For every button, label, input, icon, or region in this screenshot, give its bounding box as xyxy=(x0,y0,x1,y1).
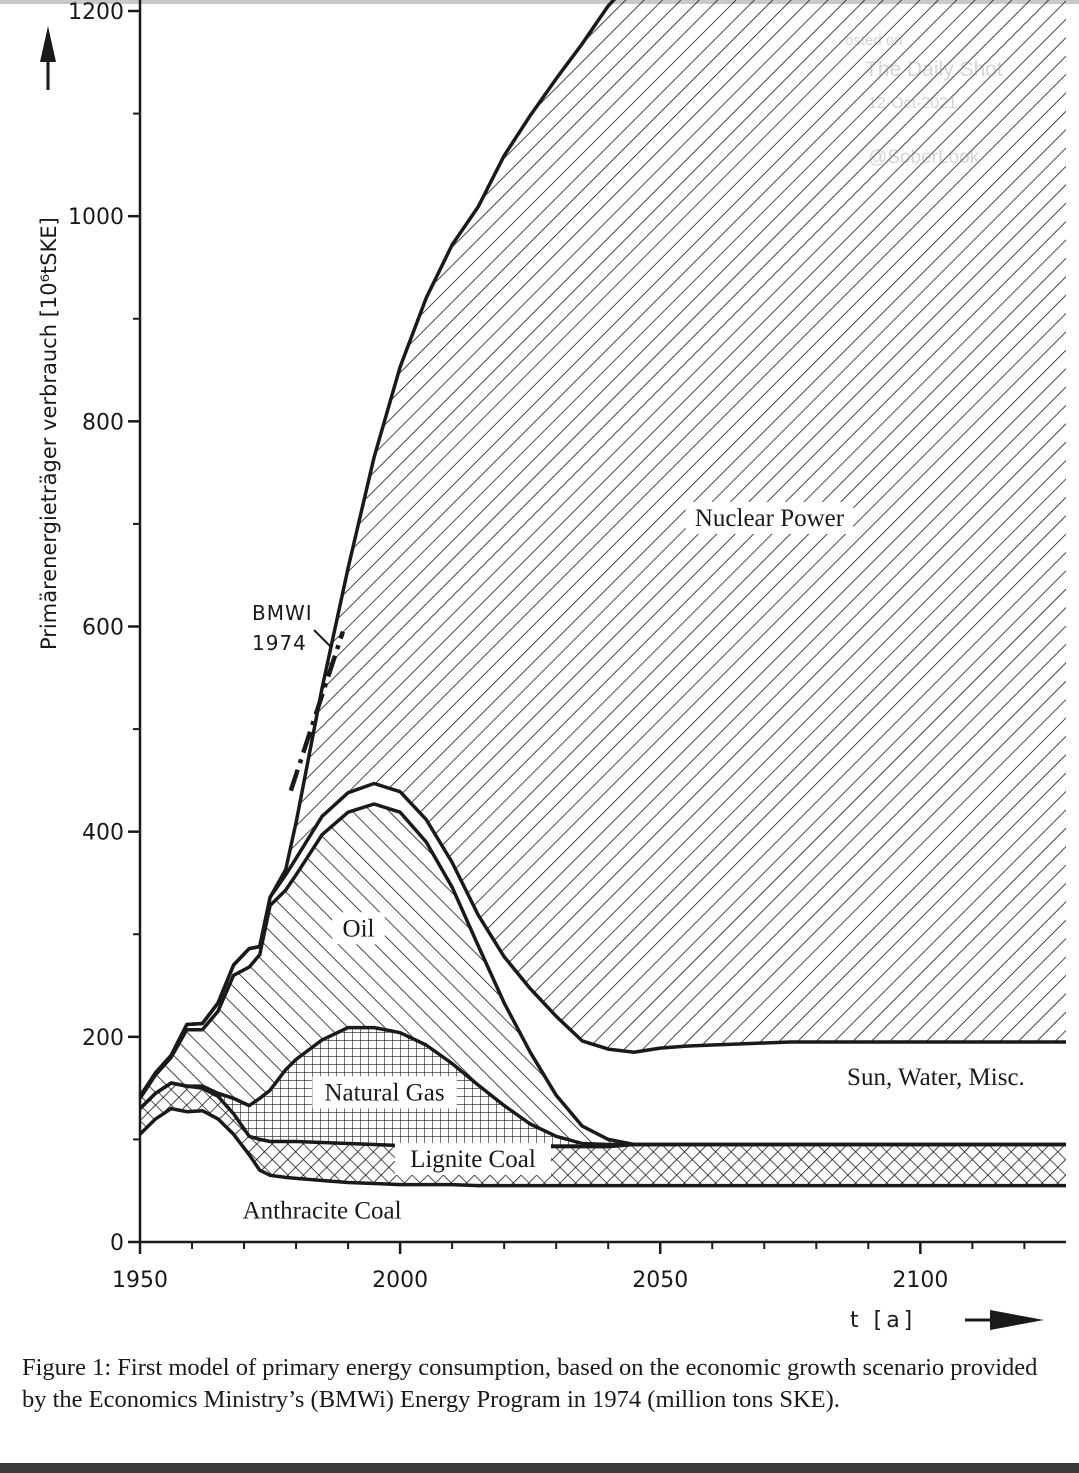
y-tick-label: 400 xyxy=(82,821,124,846)
area-sun-water-misc xyxy=(140,783,1066,1145)
label-backing-sun-water-misc xyxy=(829,1060,1043,1093)
watermark-line-3: 12-Oct-2021 xyxy=(868,95,957,112)
watermark: osted on The Daily Shot 12-Oct-2021 @Sob… xyxy=(845,32,1003,168)
y-tick-label: 1000 xyxy=(68,205,124,230)
region-label-nuclear-power: Nuclear Power xyxy=(695,505,845,532)
x-axis-label: t [a] xyxy=(850,1308,916,1333)
y-tick-label: 0 xyxy=(110,1231,124,1256)
bmwi-annotation: BMWI 1974 xyxy=(252,601,346,792)
bmwi-leader-line xyxy=(313,629,333,649)
x-axis-title-group: t [a] xyxy=(850,1308,1044,1333)
area-natural-gas xyxy=(140,1027,1066,1147)
x-tick-label: 1950 xyxy=(112,1268,168,1293)
y-tick-label: 200 xyxy=(82,1026,124,1051)
region-label-oil: Oil xyxy=(343,915,375,942)
region-labels: Anthracite Coal Lignite Coal Natural Gas Oi… xyxy=(226,501,1043,1227)
label-backing-lignite-coal xyxy=(394,1143,551,1176)
y-tick-label: 800 xyxy=(82,410,124,435)
watermark-line-4: @SoberLook xyxy=(868,147,980,168)
boundary-line-nuclear-power xyxy=(138,0,617,1098)
region-label-anthracite-coal: Anthracite Coal xyxy=(243,1197,402,1224)
x-tick-label: 2050 xyxy=(632,1268,688,1293)
area-nuclear-power xyxy=(140,0,1066,1097)
top-edge xyxy=(0,0,1079,4)
bmwi-projection-line xyxy=(288,630,346,792)
figure-caption: Figure 1: First model of primary energy … xyxy=(22,1354,1038,1413)
label-backing-natural-gas xyxy=(312,1076,457,1109)
boundary-line-anthracite-coal xyxy=(138,1106,1066,1188)
y-axis xyxy=(40,0,142,1242)
x-axis-arrowhead xyxy=(990,1310,1044,1330)
x-tick-label: 2100 xyxy=(892,1268,948,1293)
energy-chart: 0 200 400 600 800 1000 1200 1950 2000 2050 2100 P… xyxy=(37,0,1066,1333)
region-label-lignite-coal: Lignite Coal xyxy=(410,1146,536,1173)
bmwi-year: 1974 xyxy=(252,631,307,655)
x-tick-label: 2000 xyxy=(372,1268,428,1293)
y-axis-label: Primärenergieträger verbrauch [10⁶tSKE] xyxy=(37,217,61,650)
y-tick-label: 600 xyxy=(82,616,124,641)
region-label-natural-gas: Natural Gas xyxy=(324,1079,444,1106)
area-lignite-coal xyxy=(140,1083,1066,1186)
label-backing-nuclear-power xyxy=(685,501,854,534)
label-backing-oil xyxy=(332,912,385,945)
region-label-sun-water-misc: Sun, Water, Misc. xyxy=(847,1064,1025,1091)
watermark-line-1: osted on xyxy=(845,32,903,49)
boundary-line-oil xyxy=(138,802,1066,1147)
x-ticks: 1950 2000 2050 2100 xyxy=(112,1242,948,1293)
area-oil xyxy=(140,804,1066,1145)
y-ticks: 0 200 400 600 800 1000 1200 xyxy=(68,0,140,1256)
bmwi-label: BMWI xyxy=(252,601,313,625)
bottom-edge xyxy=(0,1463,1079,1473)
minor-ticks xyxy=(133,112,1026,1249)
watermark-line-2: The Daily Shot xyxy=(865,58,1003,81)
y-tick-label: 1200 xyxy=(68,0,124,25)
label-backing-anthracite-coal xyxy=(226,1194,418,1227)
